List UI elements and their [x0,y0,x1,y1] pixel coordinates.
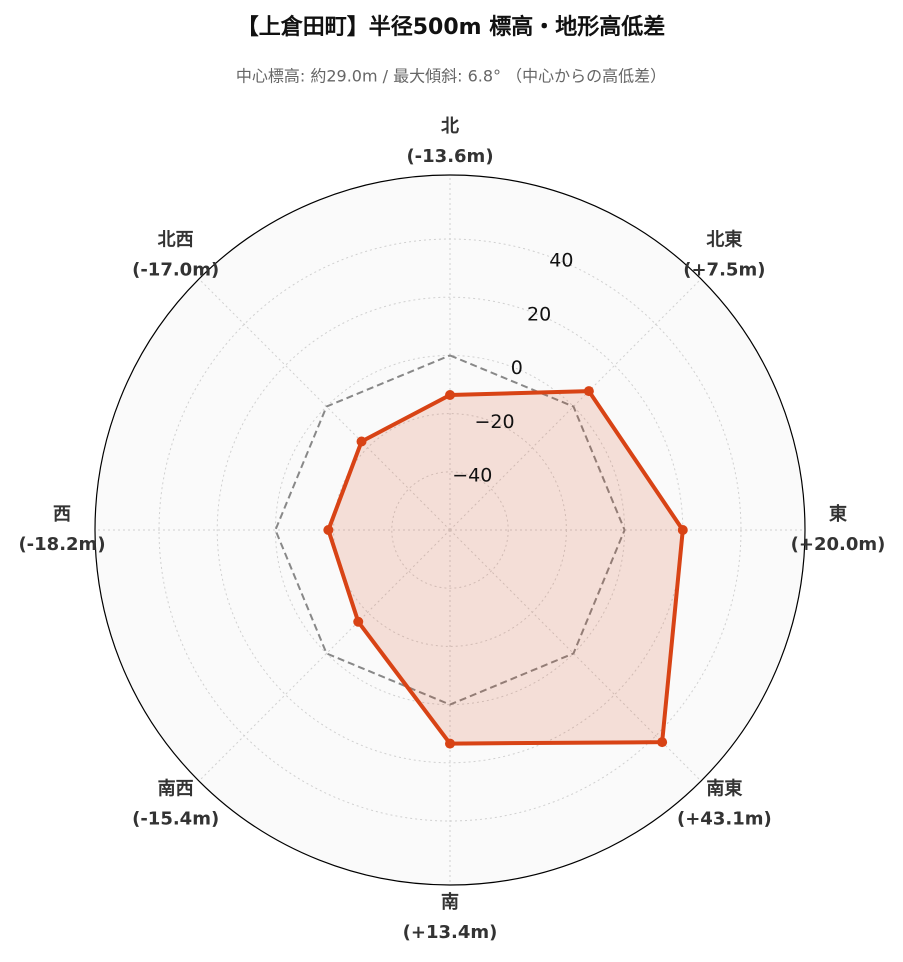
category-label: 西 [53,504,71,525]
data-point [445,389,455,400]
outer-frame [94,174,806,886]
value-label: (-15.4m) [132,808,219,829]
category-label: 南 [441,891,459,913]
value-label: (+43.1m) [677,808,772,829]
y-tick-label: 0 [511,357,523,379]
value-label: (-13.6m) [406,146,493,167]
chart-subtitle: 中心標高: 約29.0m / 最大傾斜: 6.8° （中心からの高低差） [236,67,666,86]
grid-spoke [198,529,451,782]
y-tick-label: −40 [452,465,492,487]
category-label: 東 [829,503,847,525]
data-point [356,436,367,447]
grid-circle [391,471,509,589]
category-label: 南東 [706,777,742,799]
reference-line [274,354,626,706]
value-label: (+7.5m) [683,260,765,281]
value-label: (+20.0m) [791,534,886,555]
value-label: (-17.0m) [132,260,219,281]
y-tick-label: 20 [527,303,551,325]
grid-spoke [198,278,451,531]
data-point [677,525,688,535]
data-point [583,386,594,397]
y-tick-label: −20 [474,411,514,433]
value-label: (+13.4m) [403,922,498,943]
grid-spoke [449,278,702,531]
category-label: 南西 [158,777,194,799]
data-point [323,525,334,535]
data-point [353,616,364,627]
data-point [657,737,668,748]
value-label: (-18.2m) [18,534,105,555]
category-label: 北 [441,116,459,137]
chart-title: 【上倉田町】半径500m 標高・地形高低差 [237,14,666,40]
category-label: 北東 [706,229,742,251]
data-point [445,738,455,749]
category-label: 北西 [158,230,194,251]
y-tick-label: 40 [549,250,573,272]
